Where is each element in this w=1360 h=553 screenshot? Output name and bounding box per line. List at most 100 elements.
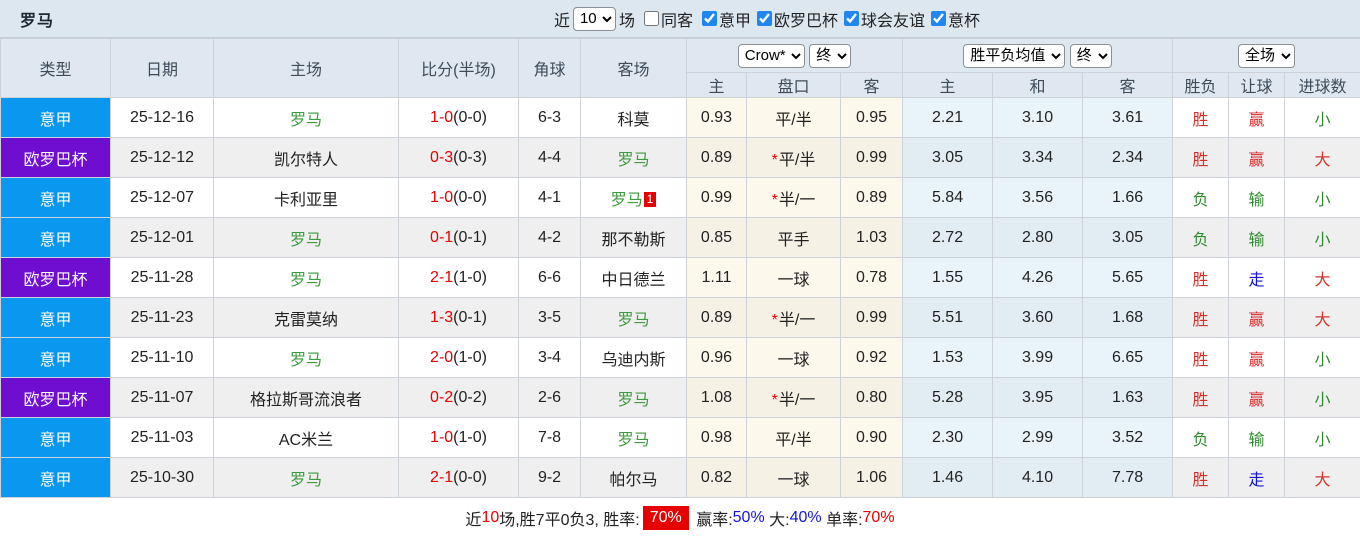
cell-home: 罗马	[213, 217, 399, 258]
cell-avg-away: 2.34	[1082, 137, 1174, 178]
col-header-handicap: 盘口	[746, 72, 841, 98]
match-row: 意甲 25-11-10 罗马 2-0(1-0) 3-4 乌迪内斯 0.96 一球 0.92 1.5…	[0, 337, 1360, 378]
scope-group: 全场	[1172, 38, 1360, 73]
cell-date: 25-12-01	[110, 217, 214, 258]
cell-corner: 3-4	[518, 337, 581, 378]
league-label: 球会友谊	[861, 12, 926, 30]
cell-handicap: *半/一	[746, 177, 841, 218]
col-header-result-handicap: 让球	[1228, 72, 1286, 98]
cell-handicap: *半/一	[746, 377, 841, 418]
cell-result-goals: 大	[1284, 457, 1360, 498]
cell-corner: 4-1	[518, 177, 581, 218]
cell-date: 25-11-23	[110, 297, 214, 338]
league-label: 意甲	[719, 12, 752, 30]
odds-source-time-select[interactable]: 终	[809, 43, 852, 68]
match-row: 欧罗巴杯 25-12-12 凯尔特人 0-3(0-3) 4-4 罗马 0.89 *平/半 0.9…	[0, 137, 1360, 178]
cell-avg-home: 5.28	[902, 377, 994, 418]
cell-away: 那不勒斯	[580, 217, 687, 258]
matches-table: 类型 日期 主场 比分(半场) 角球 客场 Crow* 终 胜平负均值 终 全场…	[0, 38, 1360, 498]
scope-select[interactable]: 全场	[1238, 43, 1296, 68]
league-filter-3[interactable]: 意杯	[925, 7, 980, 31]
footer-segment: 单率:	[821, 512, 863, 529]
cell-score: 2-1(0-0)	[398, 457, 519, 498]
league-filter-2[interactable]: 球会友谊	[838, 7, 925, 31]
cell-result-goals: 大	[1284, 297, 1360, 338]
league-checkbox[interactable]	[702, 11, 717, 26]
cell-home: 克雷莫纳	[213, 297, 399, 338]
match-row: 欧罗巴杯 25-11-28 罗马 2-1(1-0) 6-6 中日德兰 1.11 一球 0.78 1…	[0, 257, 1360, 298]
cell-odds-home: 1.08	[686, 377, 747, 418]
cell-odds-away: 0.99	[839, 137, 904, 178]
cell-corner: 9-2	[518, 457, 581, 498]
cell-score: 1-3(0-1)	[398, 297, 519, 338]
cell-home: 卡利亚里	[213, 177, 399, 218]
cell-result-wdl: 胜	[1172, 97, 1230, 138]
cell-result-handicap: 赢	[1228, 137, 1286, 178]
cell-date: 25-11-28	[110, 257, 214, 298]
cell-league: 意甲	[0, 97, 111, 138]
cell-avg-draw: 2.80	[992, 217, 1084, 258]
recent-count-select[interactable]: 10	[572, 6, 616, 31]
cell-date: 25-11-03	[110, 417, 214, 458]
cell-avg-away: 1.68	[1082, 297, 1174, 338]
cell-odds-home: 0.89	[686, 137, 747, 178]
games-label: 场	[618, 12, 635, 30]
cell-league: 意甲	[0, 217, 111, 258]
cell-away: 乌迪内斯	[580, 337, 687, 378]
cell-odds-home: 0.96	[686, 337, 747, 378]
league-checkbox[interactable]	[757, 11, 773, 26]
cell-odds-home: 1.11	[686, 257, 747, 298]
cell-home: 格拉斯哥流浪者	[213, 377, 399, 418]
cell-handicap: 平手	[746, 217, 841, 258]
same-venue-checkbox[interactable]	[643, 11, 659, 26]
filter-bar: 罗马 近 10 场 同客 意甲 欧罗巴杯 球会友谊 意杯	[0, 0, 1360, 38]
cell-avg-away: 7.78	[1082, 457, 1174, 498]
cell-result-wdl: 负	[1172, 417, 1230, 458]
col-header-odds-away: 客	[839, 72, 904, 98]
cell-avg-home: 1.55	[902, 257, 994, 298]
league-filter-0[interactable]: 意甲	[696, 7, 751, 31]
cell-score: 2-1(1-0)	[398, 257, 519, 298]
col-header-type: 类型	[0, 38, 111, 98]
cell-corner: 6-6	[518, 257, 581, 298]
cell-result-wdl: 胜	[1172, 377, 1230, 418]
cell-away: 罗马	[580, 297, 687, 338]
cell-score: 0-1(0-1)	[398, 217, 519, 258]
cell-corner: 4-4	[518, 137, 581, 178]
cell-result-handicap: 赢	[1228, 97, 1286, 138]
cell-odds-away: 0.95	[839, 97, 904, 138]
cell-away: 帕尔马	[580, 457, 687, 498]
col-header-away: 客场	[580, 38, 687, 98]
cell-result-handicap: 输	[1228, 417, 1286, 458]
league-checkbox[interactable]	[931, 11, 947, 26]
league-filter-1[interactable]: 欧罗巴杯	[751, 7, 838, 31]
avg-source-select[interactable]: 胜平负均值	[963, 43, 1066, 68]
cell-odds-away: 0.99	[839, 297, 904, 338]
cell-result-goals: 小	[1284, 417, 1360, 458]
same-venue-filter[interactable]: 同客	[638, 7, 693, 31]
cell-result-wdl: 胜	[1172, 337, 1230, 378]
league-label: 意杯	[948, 12, 981, 30]
cell-league: 意甲	[0, 177, 111, 218]
cell-league: 欧罗巴杯	[0, 377, 111, 418]
league-checkbox[interactable]	[844, 11, 860, 26]
col-header-avg-away: 客	[1082, 72, 1174, 98]
cell-result-handicap: 赢	[1228, 377, 1286, 418]
col-header-odds-home: 主	[686, 72, 747, 98]
avg-odds-group: 胜平负均值 终	[902, 38, 1174, 73]
cell-score: 1-0(0-0)	[398, 177, 519, 218]
footer-segment: 50%	[732, 509, 765, 526]
odds-source-select[interactable]: Crow*	[737, 43, 805, 68]
avg-source-time-select[interactable]: 终	[1069, 43, 1112, 68]
cell-handicap: 一球	[746, 257, 841, 298]
footer-segment: 40%	[789, 509, 822, 526]
cell-date: 25-12-07	[110, 177, 214, 218]
cell-home: 罗马	[213, 97, 399, 138]
cell-avg-home: 2.72	[902, 217, 994, 258]
col-header-home: 主场	[213, 38, 399, 98]
cell-away: 中日德兰	[580, 257, 687, 298]
cell-result-goals: 小	[1284, 337, 1360, 378]
col-header-avg-draw: 和	[992, 72, 1084, 98]
cell-home: 罗马	[213, 457, 399, 498]
cell-odds-away: 1.06	[839, 457, 904, 498]
